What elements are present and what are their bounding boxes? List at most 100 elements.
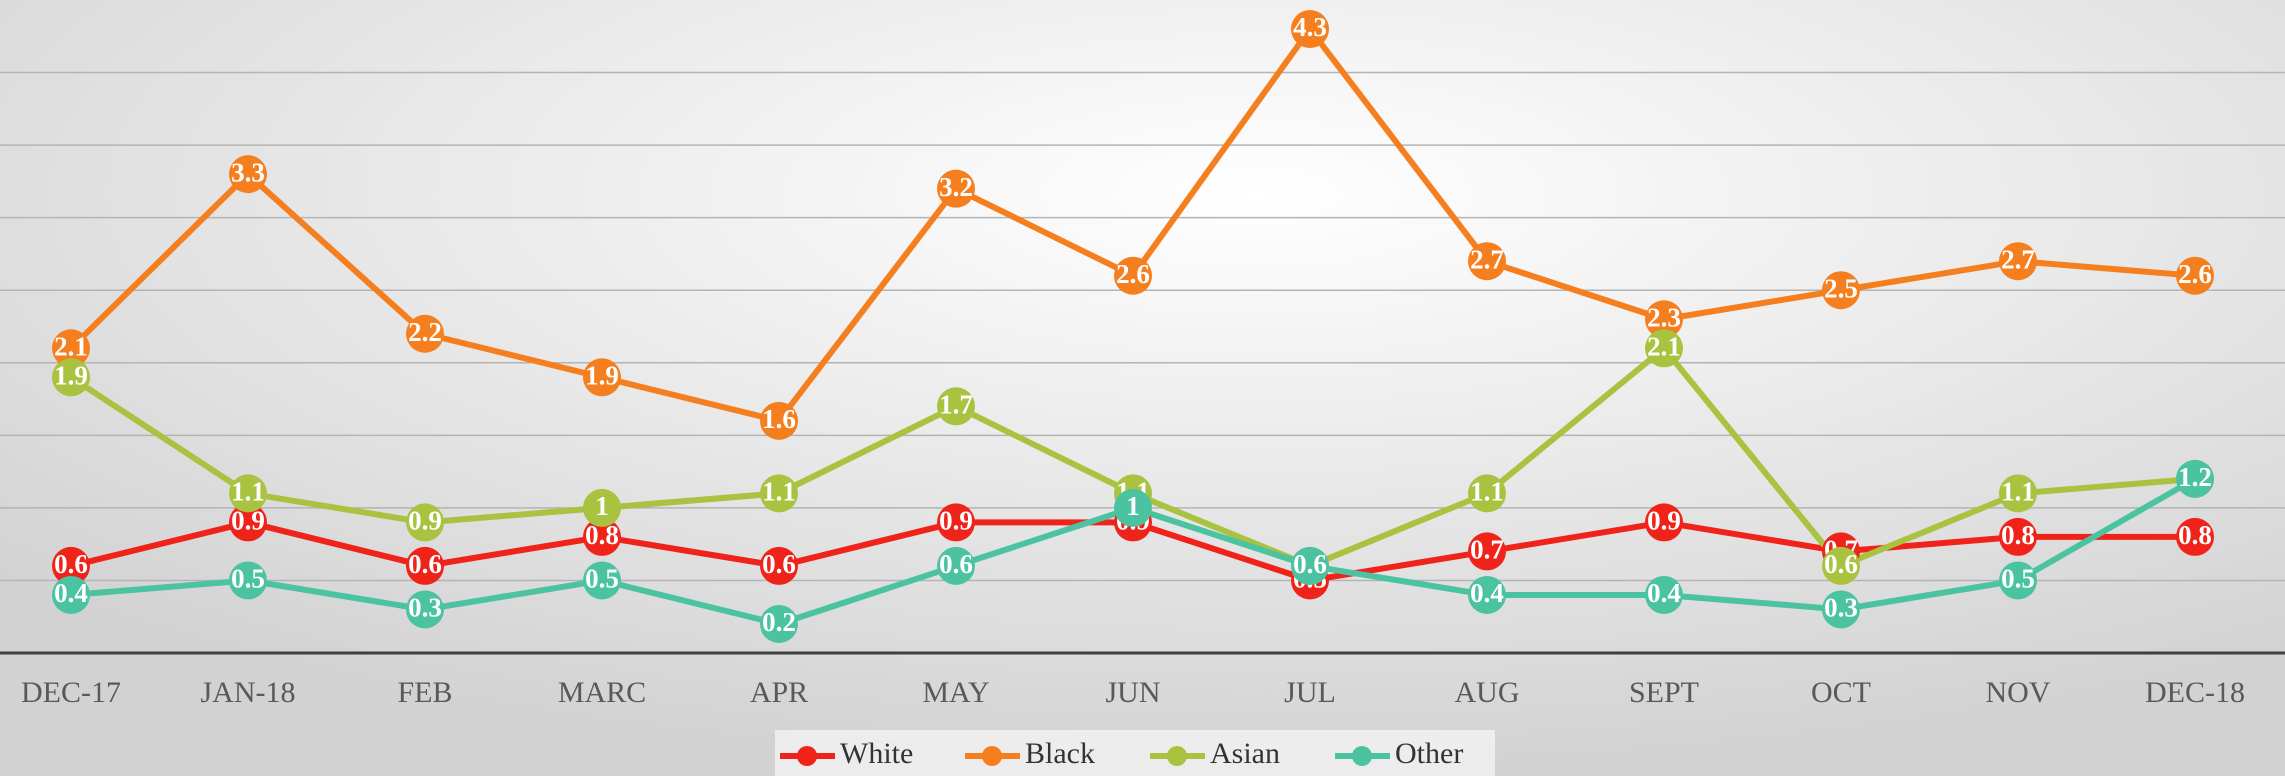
data-label: 1 bbox=[595, 491, 609, 521]
point bbox=[52, 575, 90, 614]
point bbox=[229, 503, 267, 542]
data-label: 0.9 bbox=[939, 506, 973, 536]
point bbox=[1291, 10, 1329, 49]
data-label: 2.7 bbox=[1470, 244, 1504, 274]
point bbox=[1468, 575, 1506, 614]
x-tick-label: FEB bbox=[397, 676, 452, 709]
point bbox=[760, 401, 798, 440]
point bbox=[1645, 503, 1683, 542]
data-label: 0.5 bbox=[231, 564, 265, 594]
point bbox=[1999, 561, 2037, 600]
data-label: 2.6 bbox=[2178, 259, 2212, 289]
point bbox=[229, 561, 267, 600]
legend-marker bbox=[982, 746, 1002, 766]
data-label: 2.1 bbox=[54, 331, 88, 361]
point bbox=[937, 387, 975, 426]
legend-label: Asian bbox=[1210, 737, 1280, 770]
data-label: 0.6 bbox=[1293, 549, 1327, 579]
point bbox=[1468, 242, 1506, 281]
x-tick-label: MARC bbox=[558, 676, 646, 709]
point bbox=[1822, 546, 1860, 585]
data-label: 0.3 bbox=[408, 593, 442, 623]
data-label: 0.4 bbox=[1470, 578, 1504, 608]
x-tick-label: AUG bbox=[1455, 676, 1520, 709]
data-label: 3.3 bbox=[231, 157, 265, 187]
point bbox=[52, 546, 90, 585]
point bbox=[1291, 546, 1329, 585]
point bbox=[937, 546, 975, 585]
point bbox=[2176, 459, 2214, 498]
point bbox=[760, 474, 798, 513]
legend-label: Black bbox=[1025, 737, 1095, 770]
point bbox=[2176, 256, 2214, 295]
point bbox=[1822, 271, 1860, 310]
point bbox=[1114, 256, 1152, 295]
point bbox=[1999, 474, 2037, 513]
point bbox=[1999, 517, 2037, 556]
data-label: 0.2 bbox=[762, 607, 796, 637]
point bbox=[937, 503, 975, 542]
data-label: 2.7 bbox=[2001, 244, 2035, 274]
data-label: 0.6 bbox=[1824, 549, 1858, 579]
point bbox=[583, 358, 621, 397]
data-label: 0.4 bbox=[54, 578, 88, 608]
data-label: 0.6 bbox=[939, 549, 973, 579]
legend-marker bbox=[1167, 746, 1187, 766]
point bbox=[406, 590, 444, 629]
x-tick-label: DEC-17 bbox=[21, 676, 121, 709]
data-label: 4.3 bbox=[1293, 12, 1327, 42]
x-tick-label: NOV bbox=[1986, 676, 2051, 709]
data-label: 2.1 bbox=[1647, 331, 1681, 361]
x-tick-label: MAY bbox=[922, 676, 989, 709]
point bbox=[1822, 590, 1860, 629]
data-label: 0.7 bbox=[1470, 535, 1504, 565]
x-tick-label: OCT bbox=[1811, 676, 1871, 709]
point bbox=[760, 546, 798, 585]
point bbox=[937, 169, 975, 208]
data-label: 1.7 bbox=[939, 390, 973, 420]
data-label: 1.9 bbox=[585, 360, 619, 390]
point bbox=[1645, 329, 1683, 368]
point bbox=[406, 546, 444, 585]
data-label: 1.1 bbox=[2001, 477, 2035, 507]
x-tick-label: DEC-18 bbox=[2145, 676, 2245, 709]
data-label: 0.3 bbox=[1824, 593, 1858, 623]
data-label: 2.3 bbox=[1647, 302, 1681, 332]
point bbox=[229, 155, 267, 194]
x-tick-label: JAN-18 bbox=[201, 676, 296, 709]
data-label: 0.6 bbox=[762, 549, 796, 579]
point bbox=[1999, 242, 2037, 281]
legend-label: Other bbox=[1395, 737, 1463, 770]
data-label: 2.5 bbox=[1824, 273, 1858, 303]
data-label: 1.9 bbox=[54, 360, 88, 390]
data-label: 0.5 bbox=[585, 564, 619, 594]
x-tick-label: SEPT bbox=[1629, 676, 1699, 709]
data-label: 2.6 bbox=[1116, 259, 1150, 289]
point bbox=[1468, 532, 1506, 571]
data-label: 0.9 bbox=[408, 506, 442, 536]
data-label: 0.6 bbox=[408, 549, 442, 579]
data-label: 2.2 bbox=[408, 317, 442, 347]
data-label: 0.8 bbox=[2001, 520, 2035, 550]
data-label: 1.1 bbox=[762, 477, 796, 507]
data-label: 3.2 bbox=[939, 172, 973, 202]
point bbox=[406, 503, 444, 542]
point bbox=[760, 604, 798, 643]
point bbox=[229, 474, 267, 513]
data-label: 1.2 bbox=[2178, 462, 2212, 492]
point bbox=[406, 314, 444, 353]
point bbox=[583, 517, 621, 556]
x-tick-label: APR bbox=[750, 676, 808, 709]
point bbox=[583, 561, 621, 600]
point bbox=[2176, 517, 2214, 556]
point bbox=[52, 329, 90, 368]
data-label: 0.4 bbox=[1647, 578, 1681, 608]
point bbox=[1645, 575, 1683, 614]
point bbox=[1468, 474, 1506, 513]
point bbox=[52, 358, 90, 397]
data-label: 0.5 bbox=[2001, 564, 2035, 594]
point bbox=[1645, 300, 1683, 339]
data-label: 1.1 bbox=[231, 477, 265, 507]
